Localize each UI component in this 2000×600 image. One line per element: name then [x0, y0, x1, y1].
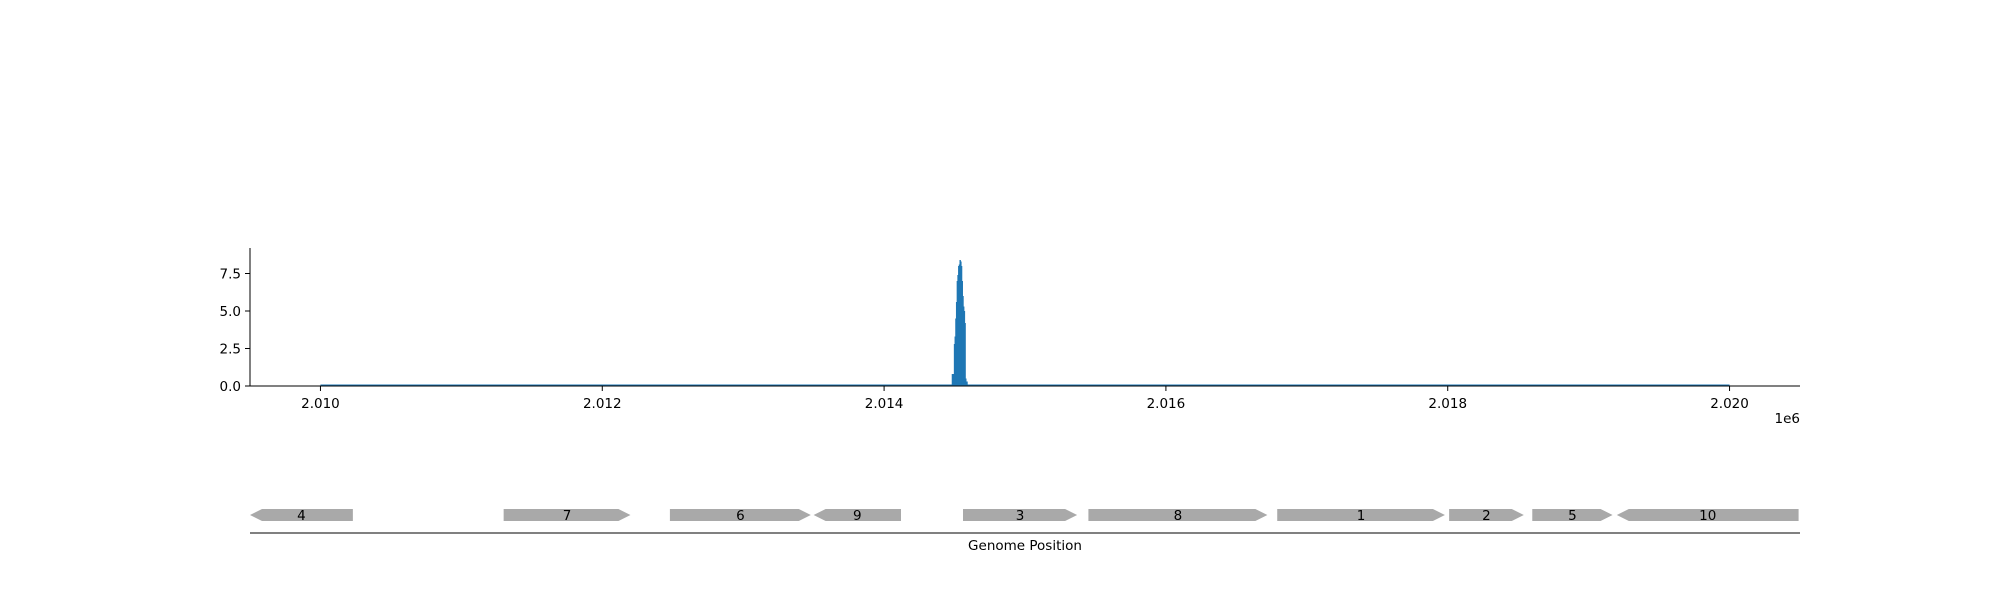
x-axis-ticks: 2.010 2.012 2.014 2.016 2.018 2.020	[301, 386, 1749, 412]
gene-label: 1	[1357, 508, 1366, 524]
coverage-bar	[964, 323, 966, 386]
gene-arrow	[669, 509, 811, 521]
gene-arrow	[963, 509, 1078, 521]
coverage-bar	[954, 336, 956, 386]
gene-arrow	[813, 509, 901, 521]
x-tick-label: 2.018	[1428, 396, 1467, 412]
x-tick-label: 2.012	[583, 396, 622, 412]
coverage-bar	[956, 281, 959, 386]
gene-label: 2	[1482, 508, 1491, 524]
coverage-bar	[965, 381, 968, 386]
coverage-bar	[955, 302, 958, 386]
gene-arrow	[1532, 509, 1613, 521]
coverage-bar	[958, 266, 960, 386]
gene-label: 9	[853, 508, 862, 524]
coverage-bar	[953, 344, 956, 386]
coverage-series	[320, 260, 1730, 387]
gene-label: 3	[1016, 508, 1025, 524]
gene-label: 10	[1699, 508, 1716, 524]
coverage-bar	[951, 374, 954, 386]
coverage-plot: 2.010 2.012 2.014 2.016 2.018 2.020 0.0 2.5 5.0…	[220, 248, 1800, 427]
gene-arrow	[1277, 509, 1445, 521]
x-tick-label: 2.014	[865, 396, 904, 412]
coverage-bar	[960, 266, 963, 386]
y-tick-label: 5.0	[220, 304, 241, 320]
coverage-bar	[959, 260, 961, 386]
coverage-bar	[957, 275, 959, 386]
gene-arrow	[1088, 509, 1268, 521]
gene-arrows: 4 7 6 9 3 8 1 2 5 10	[250, 508, 1799, 524]
gene-track-xlabel: Genome Position	[968, 538, 1082, 554]
coverage-bar	[962, 296, 964, 386]
coverage-bar	[963, 311, 966, 386]
gene-arrow	[250, 509, 353, 521]
coverage-bar	[958, 264, 961, 386]
coverage-bar	[955, 318, 957, 386]
gene-track: 4 7 6 9 3 8 1 2 5 10 Genome Position	[250, 508, 1800, 554]
gene-label: 8	[1174, 508, 1183, 524]
x-tick-label: 2.020	[1710, 396, 1749, 412]
gene-arrow	[503, 509, 631, 521]
coverage-bar	[961, 281, 963, 386]
y-tick-label: 7.5	[220, 267, 241, 283]
coverage-bar	[953, 374, 955, 386]
x-tick-label: 2.016	[1147, 396, 1186, 412]
x-axis-offset-label: 1e6	[1775, 411, 1800, 427]
x-tick-label: 2.010	[301, 396, 340, 412]
gene-label: 5	[1568, 508, 1577, 524]
gene-arrow	[1616, 509, 1799, 521]
gene-arrow	[1449, 509, 1524, 521]
y-tick-label: 0.0	[220, 379, 241, 395]
gene-label: 6	[736, 508, 745, 524]
coverage-bar	[960, 261, 962, 386]
coverage-bar	[963, 306, 965, 386]
y-axis-ticks: 0.0 2.5 5.0 7.5	[220, 267, 250, 395]
y-tick-label: 2.5	[220, 342, 241, 358]
gene-label: 4	[297, 508, 306, 524]
gene-label: 7	[563, 508, 572, 524]
coverage-bar	[965, 378, 967, 386]
